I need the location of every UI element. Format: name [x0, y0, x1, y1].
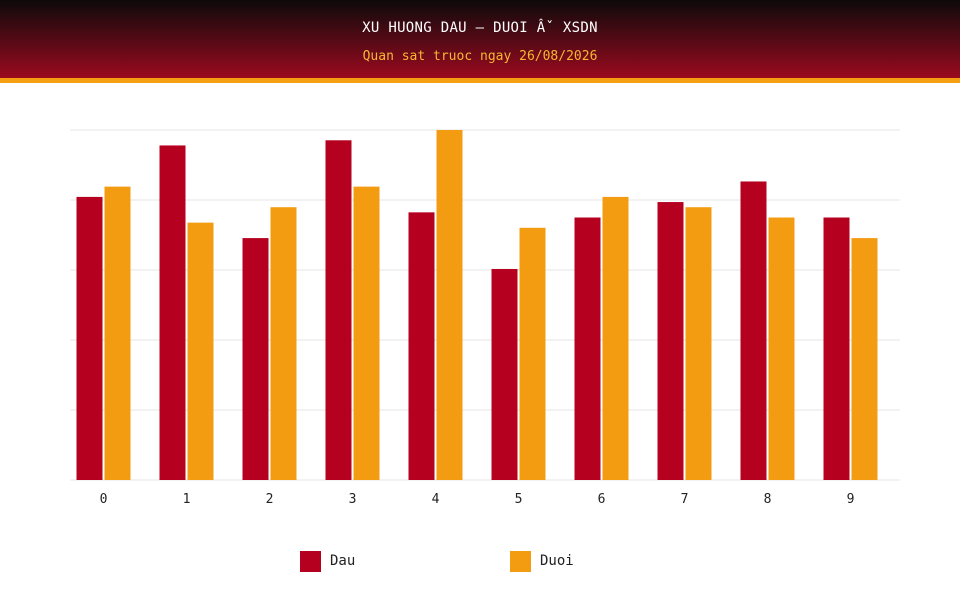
legend: Dau Duoi — [0, 550, 960, 572]
bar-dau-4[interactable] — [408, 212, 435, 480]
chart-subtitle: Quan sat truoc ngay 26/08/2026 — [362, 49, 598, 64]
x-tick-label: 4 — [432, 492, 440, 507]
bars — [76, 130, 878, 481]
legend-label-dau: Dau — [330, 553, 356, 569]
bar-duoi-0[interactable] — [104, 186, 131, 480]
bar-duoi-1[interactable] — [187, 222, 214, 480]
x-tick-label: 8 — [764, 492, 772, 507]
bar-chart: 0 1 2 3 4 5 6 7 8 9 — [70, 129, 900, 507]
x-tick-label: 1 — [183, 492, 191, 507]
bar-dau-9[interactable] — [823, 217, 850, 481]
bar-dau-7[interactable] — [657, 202, 684, 480]
chart-header: XU HUONG DAU – DUOI Âˇ XSDN Quan sat tru… — [0, 0, 960, 78]
x-tick-label: 7 — [681, 492, 689, 507]
bar-dau-5[interactable] — [491, 268, 518, 480]
chart-title: XU HUONG DAU – DUOI Âˇ XSDN — [362, 20, 598, 36]
bar-dau-3[interactable] — [325, 140, 352, 480]
legend-label-duoi: Duoi — [540, 553, 574, 569]
legend-swatch-duoi — [510, 550, 531, 572]
x-tick-label: 3 — [349, 492, 357, 507]
bar-duoi-5[interactable] — [519, 227, 546, 480]
bar-duoi-9[interactable] — [851, 238, 878, 480]
x-tick-label: 6 — [598, 492, 606, 507]
bar-duoi-3[interactable] — [353, 186, 380, 480]
bar-duoi-2[interactable] — [270, 207, 297, 480]
x-tick-label: 2 — [266, 492, 274, 507]
bar-duoi-6[interactable] — [602, 196, 629, 480]
header-accent-stripe — [0, 78, 960, 83]
x-tick-label: 0 — [100, 492, 108, 507]
bar-duoi-8[interactable] — [768, 217, 795, 481]
bar-dau-8[interactable] — [740, 181, 767, 480]
bar-duoi-4[interactable] — [436, 130, 463, 480]
x-tick-label: 9 — [847, 492, 855, 507]
legend-swatch-dau — [300, 550, 321, 572]
bar-duoi-7[interactable] — [685, 207, 712, 480]
bar-dau-0[interactable] — [76, 196, 103, 480]
x-tick-labels: 0 1 2 3 4 5 6 7 8 9 — [100, 492, 855, 507]
legend-item-dau[interactable]: Dau — [300, 550, 355, 572]
bar-dau-1[interactable] — [159, 145, 186, 481]
bar-dau-2[interactable] — [242, 238, 269, 480]
bar-dau-6[interactable] — [574, 217, 601, 481]
x-tick-label: 5 — [515, 492, 523, 507]
legend-item-duoi[interactable]: Duoi — [510, 550, 574, 572]
